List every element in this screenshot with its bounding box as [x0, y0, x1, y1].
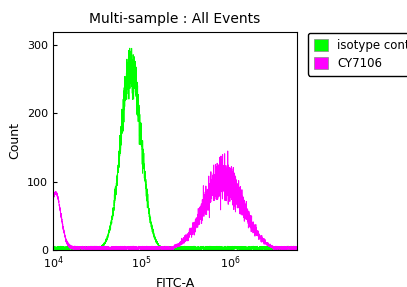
- Legend: isotype control 3, CY7106: isotype control 3, CY7106: [308, 33, 407, 76]
- X-axis label: FITC-A: FITC-A: [155, 277, 195, 287]
- Y-axis label: Count: Count: [9, 122, 22, 159]
- Title: Multi-sample : All Events: Multi-sample : All Events: [90, 12, 260, 26]
